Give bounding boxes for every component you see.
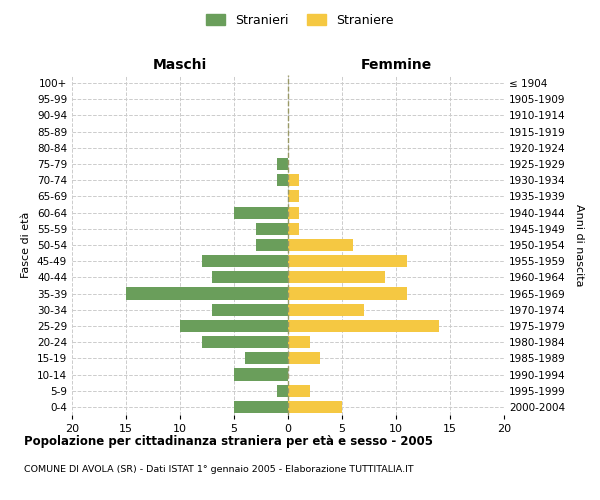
Text: COMUNE DI AVOLA (SR) - Dati ISTAT 1° gennaio 2005 - Elaborazione TUTTITALIA.IT: COMUNE DI AVOLA (SR) - Dati ISTAT 1° gen…: [24, 465, 413, 474]
Bar: [288, 206, 299, 218]
Bar: [288, 288, 407, 300]
Bar: [180, 320, 288, 332]
Bar: [212, 304, 288, 316]
Bar: [234, 368, 288, 380]
Bar: [288, 190, 299, 202]
Bar: [288, 320, 439, 332]
Bar: [288, 239, 353, 251]
Bar: [288, 384, 310, 397]
Bar: [288, 336, 310, 348]
Bar: [256, 222, 288, 235]
Text: Popolazione per cittadinanza straniera per età e sesso - 2005: Popolazione per cittadinanza straniera p…: [24, 435, 433, 448]
Bar: [277, 174, 288, 186]
Bar: [288, 272, 385, 283]
Bar: [277, 384, 288, 397]
Y-axis label: Anni di nascita: Anni di nascita: [574, 204, 584, 286]
Bar: [126, 288, 288, 300]
Bar: [288, 174, 299, 186]
Y-axis label: Fasce di età: Fasce di età: [22, 212, 31, 278]
Bar: [234, 401, 288, 413]
Bar: [288, 304, 364, 316]
Bar: [202, 336, 288, 348]
Bar: [202, 255, 288, 268]
Text: Femmine: Femmine: [361, 58, 431, 72]
Legend: Stranieri, Straniere: Stranieri, Straniere: [202, 8, 398, 32]
Bar: [288, 222, 299, 235]
Bar: [288, 255, 407, 268]
Text: Maschi: Maschi: [153, 58, 207, 72]
Bar: [277, 158, 288, 170]
Bar: [245, 352, 288, 364]
Bar: [288, 401, 342, 413]
Bar: [234, 206, 288, 218]
Bar: [256, 239, 288, 251]
Bar: [288, 352, 320, 364]
Bar: [212, 272, 288, 283]
